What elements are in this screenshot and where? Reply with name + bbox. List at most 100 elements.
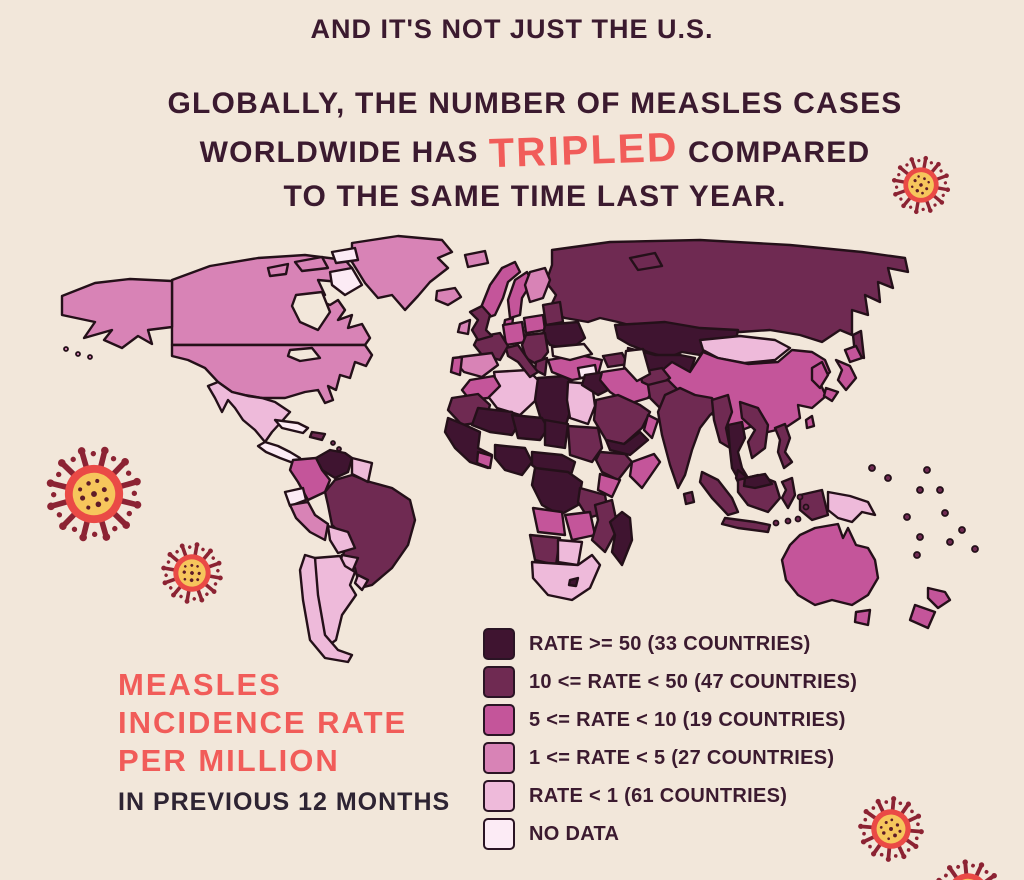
region-mali: [470, 406, 522, 437]
region-madagascar: [608, 510, 634, 567]
region-bolivia: [326, 524, 357, 555]
region-botswana: [556, 538, 584, 567]
legend-swatch-no-data: [483, 818, 515, 850]
region-uk: [468, 304, 494, 342]
region-vietnam: [738, 400, 770, 460]
legend-swatch-rate-50-plus: [483, 628, 515, 660]
region-alaska: [60, 277, 174, 350]
region-kenya: [596, 472, 622, 499]
legend-swatch-rate-10-50: [483, 666, 515, 698]
virus-icon-left-large: [35, 435, 153, 553]
legend-label: 10 <= RATE < 50 (47 COUNTRIES): [529, 670, 858, 693]
region-australia: [780, 522, 880, 607]
region-yemen: [604, 430, 650, 457]
region-chad: [543, 418, 570, 450]
caption-title-line: PER MILLION: [118, 743, 340, 778]
legend-row: 5 <= RATE < 10 (19 COUNTRIES): [483, 704, 857, 736]
region-usa: [170, 343, 374, 405]
caption-title-line: MEASLES: [118, 667, 282, 702]
indonesia-islands: [772, 493, 810, 527]
great-lakes: [286, 346, 322, 363]
headline-line2-pre: WORLDWIDE HAS: [199, 136, 479, 169]
legend-row: NO DATA: [483, 818, 857, 850]
hudson-bay: [290, 290, 332, 332]
region-sudan: [566, 424, 604, 464]
region-arctic-island: [266, 262, 290, 278]
virus-icon-left-small: [146, 527, 238, 619]
headline: GLOBALLY, THE NUMBER OF MEASLES CASES WO…: [40, 84, 1024, 217]
region-arctic-island: [330, 246, 360, 265]
region-svalbard: [463, 249, 490, 269]
legend-swatch-rate-below-1: [483, 780, 515, 812]
region-philippines: [773, 422, 794, 470]
region-mozambique: [590, 498, 620, 554]
region-guyana: [350, 456, 374, 484]
map-caption: MEASLES INCIDENCE RATE PER MILLION IN PR…: [118, 666, 450, 817]
region-java: [720, 516, 772, 534]
virus-icon-top-right: [881, 145, 961, 225]
region-iceland: [434, 286, 463, 307]
region-poland: [522, 313, 547, 335]
caspian-sea: [622, 347, 652, 383]
legend-label: RATE >= 50 (33 COUNTRIES): [529, 632, 811, 655]
region-japan: [822, 344, 864, 403]
region-lesotho: [567, 576, 580, 588]
region-portugal: [449, 355, 464, 377]
headline-line3: TO THE SAME TIME LAST YEAR.: [283, 180, 787, 213]
map-legend: RATE >= 50 (33 COUNTRIES) 10 <= RATE < 5…: [483, 628, 857, 856]
region-angola: [531, 506, 567, 537]
region-sulawesi: [780, 476, 797, 510]
region-namibia: [528, 533, 562, 567]
region-cuba: [273, 418, 310, 435]
region-new-guinea-west: [798, 488, 830, 522]
caption-title-line: INCIDENCE RATE: [118, 705, 408, 740]
region-south-africa: [530, 553, 602, 602]
region-drc: [530, 466, 584, 517]
region-korea: [810, 360, 830, 390]
region-niger: [510, 413, 550, 442]
region-sri-lanka: [682, 490, 696, 506]
region-papua-new-guinea: [826, 490, 877, 524]
region-nigeria: [493, 443, 534, 477]
region-greenland: [350, 234, 454, 312]
region-mongolia: [698, 334, 792, 365]
caption-subtitle: IN PREVIOUS 12 MONTHS: [118, 788, 451, 816]
virus-icon-bottom-edge: [922, 848, 1014, 880]
region-hispaniola: [308, 430, 327, 442]
region-sumatra: [698, 470, 740, 517]
region-malaysia-borneo: [742, 472, 774, 490]
choropleth-map: [60, 234, 979, 664]
region-ireland: [456, 318, 472, 336]
legend-row: 10 <= RATE < 50 (47 COUNTRIES): [483, 666, 857, 698]
region-ecuador: [283, 486, 308, 508]
aleutian-islands: [63, 346, 93, 360]
legend-row: RATE >= 50 (33 COUNTRIES): [483, 628, 857, 660]
legend-label: NO DATA: [529, 822, 620, 845]
region-uruguay: [353, 573, 370, 592]
region-ghana: [475, 450, 494, 470]
pacific-islands: [868, 464, 979, 559]
region-zambia-zimbabwe: [563, 510, 597, 542]
caption-title: MEASLES INCIDENCE RATE PER MILLION: [118, 666, 450, 780]
region-somalia: [628, 452, 662, 490]
region-tasmania: [853, 608, 872, 627]
legend-label: 5 <= RATE < 10 (19 COUNTRIES): [529, 708, 846, 731]
region-colombia: [288, 456, 332, 502]
region-thailand: [726, 420, 750, 484]
legend-swatch-rate-5-10: [483, 704, 515, 736]
region-arctic-island: [293, 255, 330, 273]
headline-line2-post: COMPARED: [687, 136, 871, 169]
black-sea: [550, 342, 594, 362]
legend-swatch-rate-1-5: [483, 742, 515, 774]
headline-line2: WORLDWIDE HAS TRIPLED COMPARED: [40, 124, 1024, 177]
kicker-title: AND IT'S NOT JUST THE U.S.: [310, 14, 714, 44]
region-finland: [523, 266, 552, 304]
region-saudi-arabia: [592, 393, 652, 446]
region-chile: [298, 553, 354, 664]
legend-label: 1 <= RATE < 5 (27 COUNTRIES): [529, 746, 835, 769]
region-novaya-zemlya: [628, 251, 664, 272]
region-india: [656, 386, 720, 490]
headline-line1: GLOBALLY, THE NUMBER OF MEASLES CASES: [167, 87, 903, 120]
